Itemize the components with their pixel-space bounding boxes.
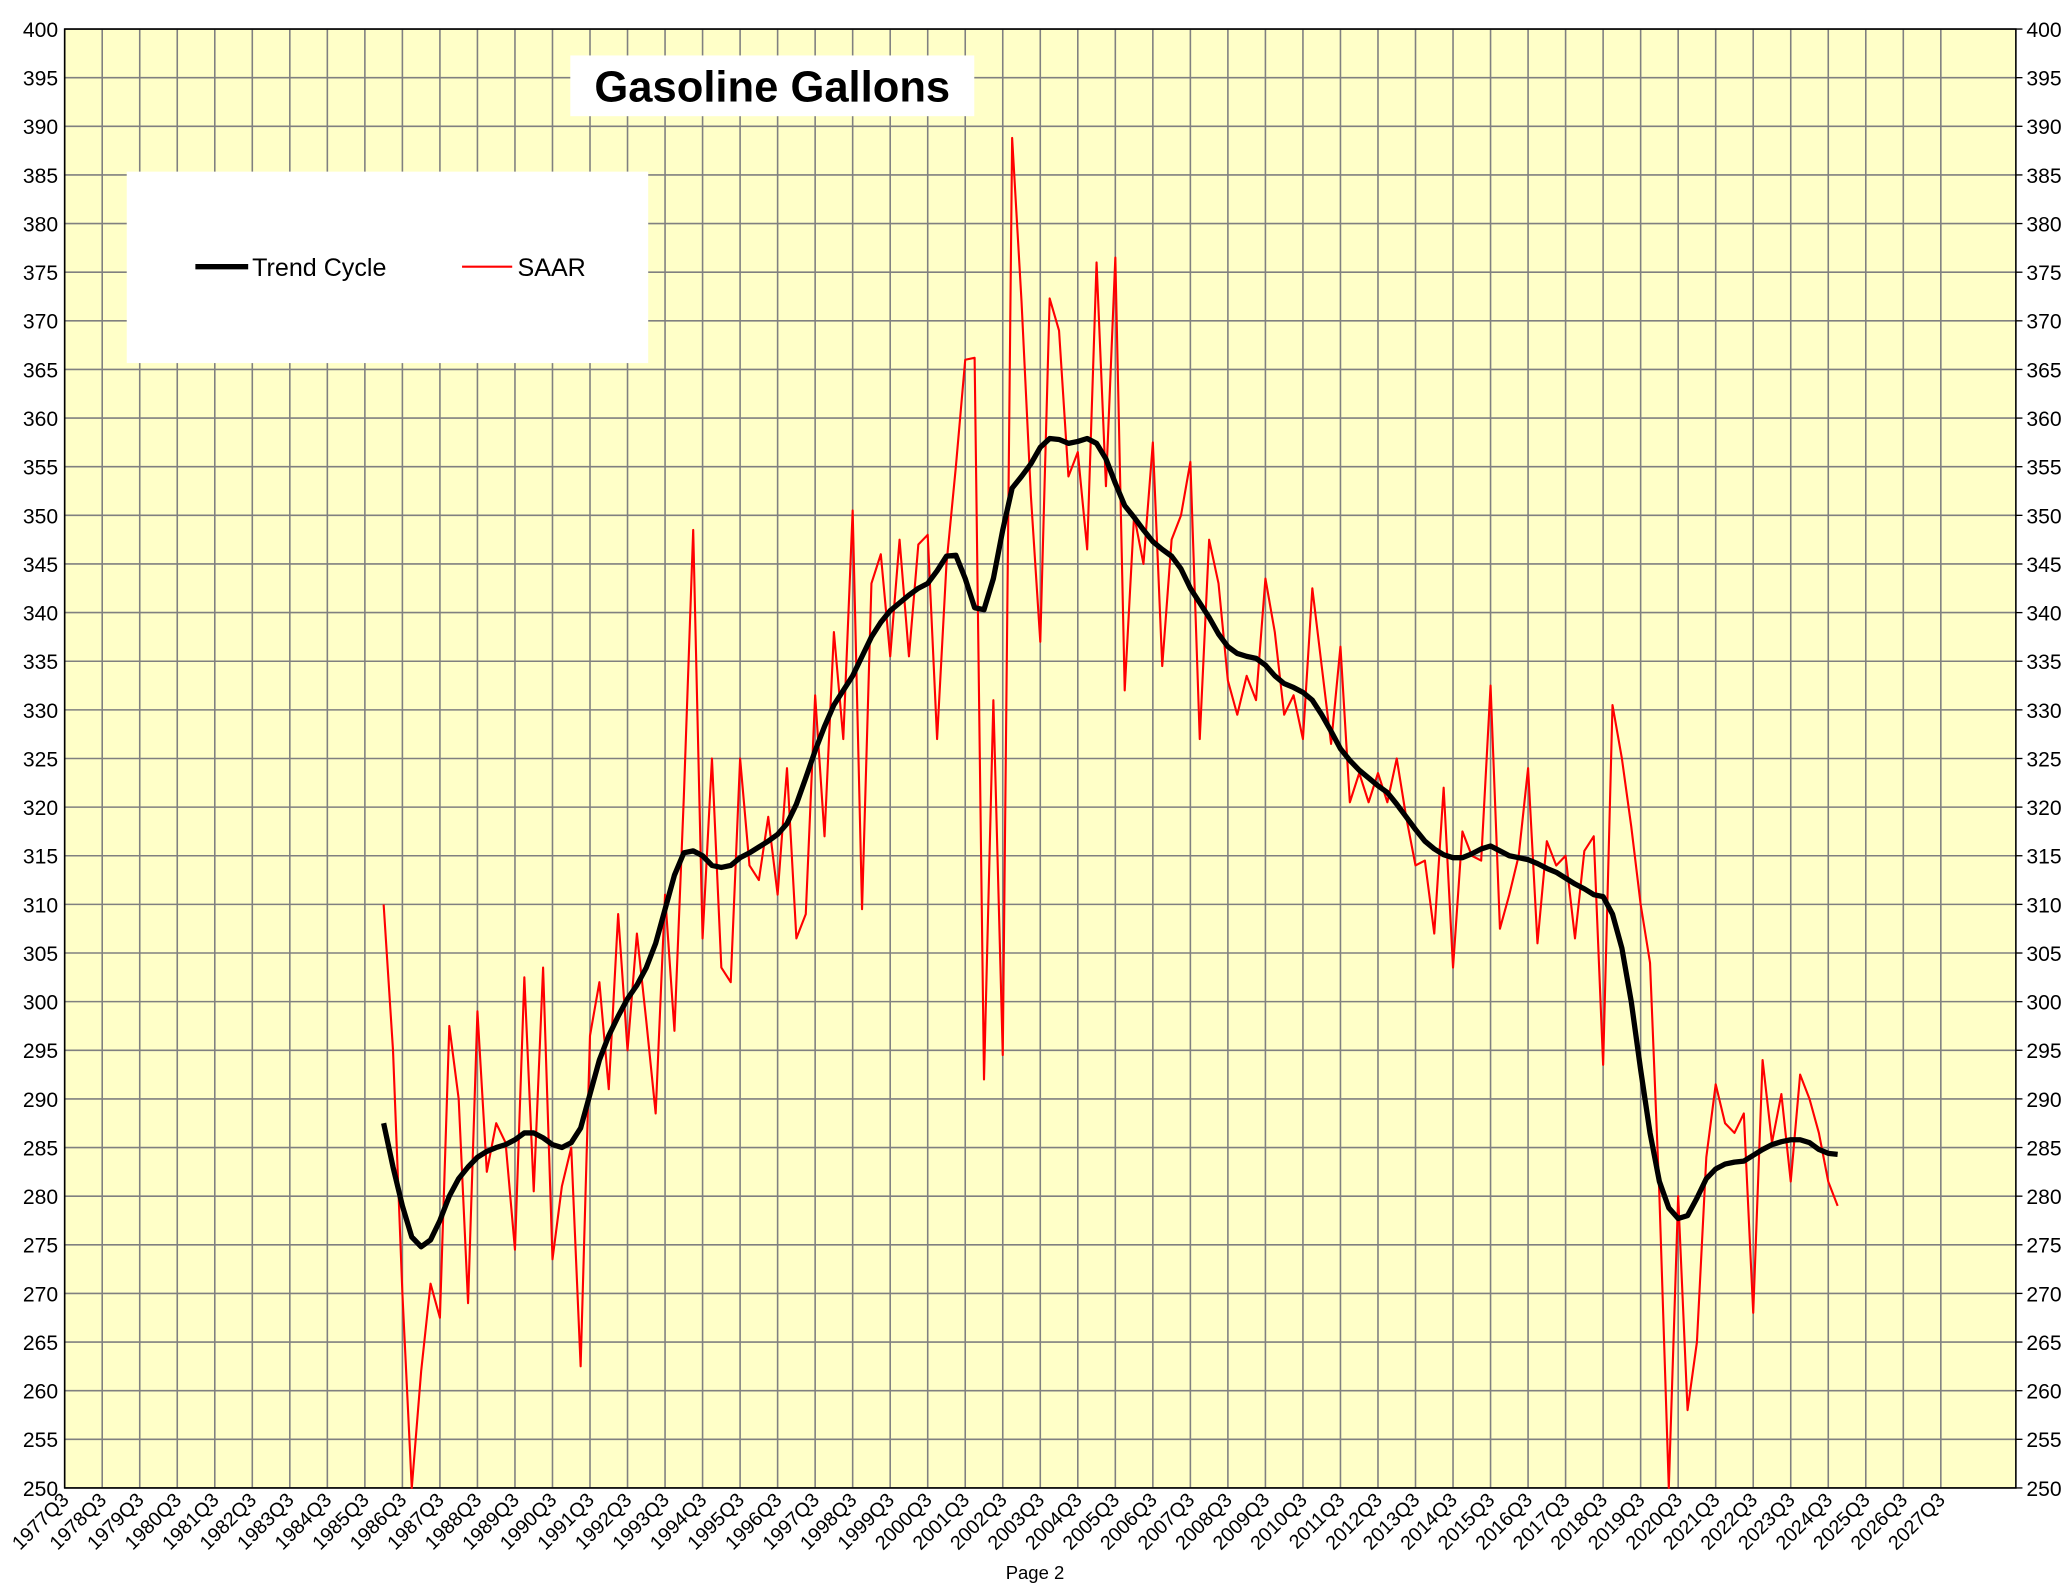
y-tick-label: 390 [23, 116, 58, 139]
y2-tick-label: 340 [2026, 603, 2061, 626]
y-tick-label: 340 [23, 603, 58, 626]
y2-tick-label: 330 [2026, 700, 2061, 723]
y-tick-label: 345 [23, 554, 58, 577]
y2-tick-label: 290 [2026, 1089, 2061, 1112]
y-tick-label: 255 [23, 1429, 58, 1452]
y2-tick-label: 305 [2026, 943, 2061, 966]
y2-tick-label: 275 [2026, 1235, 2061, 1258]
y-tick-label: 270 [23, 1283, 58, 1306]
y2-tick-label: 255 [2026, 1429, 2061, 1452]
y-tick-label: 315 [23, 846, 58, 869]
chart-title: Gasoline Gallons [594, 64, 950, 112]
y2-tick-label: 345 [2026, 554, 2061, 577]
y-tick-label: 380 [23, 213, 58, 236]
y2-tick-label: 325 [2026, 748, 2061, 771]
y-tick-label: 290 [23, 1089, 58, 1112]
y2-tick-label: 365 [2026, 359, 2061, 382]
y-tick-label: 350 [23, 505, 58, 528]
legend-label: Trend Cycle [252, 254, 386, 282]
y2-tick-label: 260 [2026, 1381, 2061, 1404]
y-tick-label: 275 [23, 1235, 58, 1258]
y2-tick-label: 250 [2026, 1478, 2061, 1501]
y-tick-label: 360 [23, 408, 58, 431]
series-line [381, 435, 1838, 1250]
y2-tick-label: 295 [2026, 1040, 2061, 1063]
y-tick-label: 330 [23, 700, 58, 723]
y-tick-label: 310 [23, 894, 58, 917]
y2-tick-label: 355 [2026, 457, 2061, 480]
y-tick-label: 300 [23, 992, 58, 1015]
y-tick-label: 250 [23, 1478, 58, 1501]
y-tick-label: 260 [23, 1381, 58, 1404]
footer: Page 2 [1006, 1562, 1065, 1583]
y-tick-label: 385 [23, 165, 58, 188]
y2-tick-label: 300 [2026, 992, 2061, 1015]
y-tick-label: 365 [23, 359, 58, 382]
y-tick-label: 400 [23, 19, 58, 42]
y2-tick-label: 335 [2026, 651, 2061, 674]
y-tick-label: 335 [23, 651, 58, 674]
y2-tick-label: 315 [2026, 846, 2061, 869]
y2-tick-label: 385 [2026, 165, 2061, 188]
y2-tick-label: 350 [2026, 505, 2061, 528]
y-tick-label: 320 [23, 797, 58, 820]
y2-tick-label: 395 [2026, 68, 2061, 91]
y-tick-label: 370 [23, 311, 58, 334]
y2-tick-label: 320 [2026, 797, 2061, 820]
y-tick-label: 395 [23, 68, 58, 91]
y-tick-label: 285 [23, 1137, 58, 1160]
y2-tick-label: 400 [2026, 19, 2061, 42]
y2-tick-label: 280 [2026, 1186, 2061, 1209]
y2-tick-label: 370 [2026, 311, 2061, 334]
y2-tick-label: 265 [2026, 1332, 2061, 1355]
y-tick-label: 280 [23, 1186, 58, 1209]
series-line [382, 136, 1839, 1489]
plot-border [63, 28, 2017, 1489]
y-tick-label: 325 [23, 748, 58, 771]
y2-tick-label: 285 [2026, 1137, 2061, 1160]
y-tick-label: 265 [23, 1332, 58, 1355]
y2-tick-label: 270 [2026, 1283, 2061, 1306]
y-tick-label: 375 [23, 262, 58, 285]
y2-tick-label: 390 [2026, 116, 2061, 139]
y-tick-label: 305 [23, 943, 58, 966]
title-box [570, 55, 975, 117]
y2-tick-label: 380 [2026, 213, 2061, 236]
y-tick-label: 295 [23, 1040, 58, 1063]
legend-label: SAAR [518, 254, 586, 282]
y2-tick-label: 310 [2026, 894, 2061, 917]
y2-tick-label: 375 [2026, 262, 2061, 285]
y2-tick-label: 360 [2026, 408, 2061, 431]
y-tick-label: 355 [23, 457, 58, 480]
